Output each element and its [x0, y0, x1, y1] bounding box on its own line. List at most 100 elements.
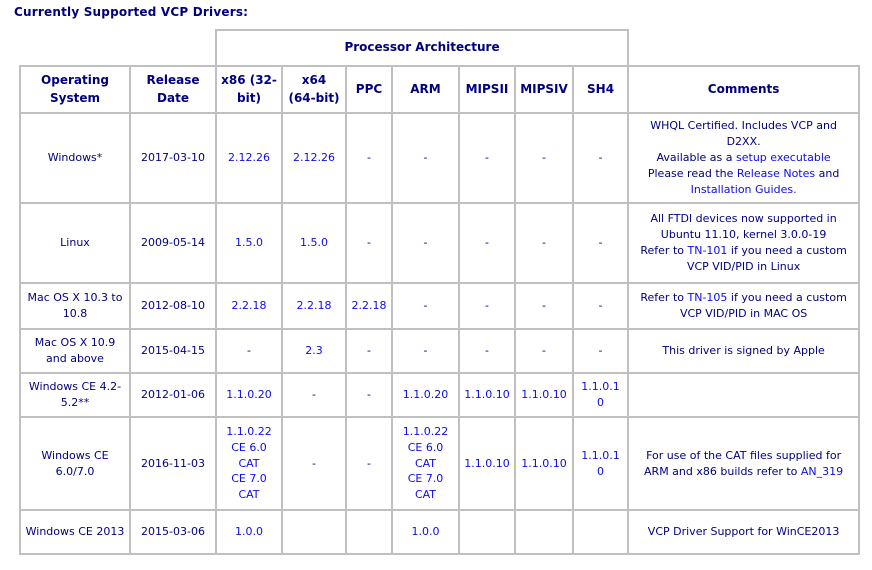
an-319-link[interactable]: AN_319 — [800, 464, 844, 478]
x64-version-link[interactable]: 2.12.26 — [293, 151, 335, 165]
setup-executable-link[interactable]: setup executable — [736, 151, 831, 165]
release-notes-link[interactable]: Release Notes — [736, 166, 816, 180]
cell-release-date: 2016-11-03 — [129, 416, 217, 511]
x86-version-link[interactable]: 1.0.0 — [235, 525, 263, 539]
x64-version-link[interactable]: 1.5.0 — [300, 236, 328, 250]
cell-x64: 2.3 — [281, 328, 347, 374]
tn-101-link[interactable]: TN-101 — [687, 244, 728, 257]
col-header-operating-system: Operating System — [19, 65, 131, 114]
cell-mipsii: - — [458, 328, 516, 374]
cell-arm: 1.0.0 — [391, 509, 460, 555]
x86-ce7-cat-link[interactable]: CE 7.0 CAT — [231, 472, 267, 502]
cell-release-date: 2009-05-14 — [129, 202, 217, 284]
mipsiv-version-link[interactable]: 1.1.0.10 — [521, 388, 567, 402]
col-header-comments: Comments — [627, 65, 861, 114]
sh4-version-link[interactable]: 1.1.0.10 — [581, 448, 620, 478]
col-header-mipsiv: MIPSIV — [514, 65, 574, 114]
cell-comments: For use of the CAT files supplied for AR… — [627, 416, 861, 511]
mipsii-version-link[interactable]: 1.1.0.10 — [464, 388, 510, 402]
arm-ce7-cat-link[interactable]: CE 7.0 CAT — [407, 472, 444, 502]
x86-version-link[interactable]: 2.12.26 — [228, 151, 270, 165]
sh4-version-link[interactable]: 1.1.0.10 — [581, 380, 620, 409]
installation-guides-link[interactable]: Installation Guides. — [690, 182, 797, 196]
page-title: Currently Supported VCP Drivers: — [14, 5, 249, 19]
cell-mipsii: - — [458, 282, 516, 330]
cell-mipsiv — [514, 509, 574, 555]
cell-operating-system: Windows CE 6.0/7.0 — [19, 416, 131, 511]
cell-arm: 1.1.0.20 — [391, 372, 460, 418]
x64-version-link[interactable]: 2.3 — [305, 344, 323, 358]
x86-version-link[interactable]: 1.1.0.20 — [226, 388, 272, 402]
tn-105-link[interactable]: TN-105 — [687, 291, 728, 305]
spacer-cell — [628, 30, 859, 66]
comment-text: if you need a custom VCP VID/PID in Linu… — [686, 244, 847, 273]
arm-version-link[interactable]: 1.1.0.20 — [402, 388, 449, 402]
cell-x86: - — [215, 328, 283, 374]
spacer-cell — [20, 30, 216, 66]
cell-x64: 1.5.0 — [281, 202, 347, 284]
cell-ppc: - — [345, 416, 393, 511]
table-row: Windows CE 4.2-5.2** 2012-01-06 1.1.0.20… — [19, 372, 861, 418]
x86-version-link[interactable]: 1.1.0.22 — [226, 424, 272, 438]
x86-version-link[interactable]: 1.5.0 — [235, 236, 263, 250]
cell-sh4: - — [571, 112, 630, 204]
comment-text: Refer to — [640, 291, 688, 305]
x86-ce6-cat-link[interactable]: CE 6.0 CAT — [231, 440, 267, 470]
mipsiv-version-link[interactable]: 1.1.0.10 — [521, 456, 567, 470]
arm-version-link[interactable]: 1.1.0.22 — [402, 424, 449, 438]
table-row: Linux 2009-05-14 1.5.0 1.5.0 - - - - - A… — [19, 202, 861, 284]
cell-x64: - — [281, 372, 347, 418]
cell-x86: 1.0.0 — [215, 509, 283, 555]
table-row: Mac OS X 10.9 and above 2015-04-15 - 2.3… — [19, 328, 861, 374]
processor-architecture-header: Processor Architecture — [214, 29, 630, 67]
comment-text: and — [815, 166, 840, 180]
comment-text: VCP Driver Support for WinCE2013 — [647, 525, 840, 539]
cell-x64: - — [281, 416, 347, 511]
cell-release-date: 2012-01-06 — [129, 372, 217, 418]
cell-sh4: - — [571, 328, 630, 374]
vcp-drivers-table: Processor Architecture Operating System … — [19, 29, 861, 555]
col-header-arm: ARM — [391, 65, 460, 114]
arm-ce6-cat-link[interactable]: CE 6.0 CAT — [407, 440, 444, 470]
arm-version-link[interactable]: 1.0.0 — [411, 525, 440, 539]
mipsii-version-link[interactable]: 1.1.0.10 — [464, 456, 510, 470]
x86-version-link[interactable]: 2.2.18 — [231, 299, 267, 313]
cell-operating-system: Windows CE 2013 — [19, 509, 131, 555]
cell-x86: 1.5.0 — [215, 202, 283, 284]
cell-comments — [627, 372, 861, 418]
cell-mipsiv: 1.1.0.10 — [514, 416, 574, 511]
comment-text: if you need a custom VCP VID/PID in MAC … — [679, 291, 847, 320]
ppc-version-link[interactable]: 2.2.18 — [351, 299, 387, 313]
cell-arm: - — [391, 282, 460, 330]
table-row: Windows CE 6.0/7.0 2016-11-03 1.1.0.22 C… — [19, 416, 861, 511]
comment-text: Please read the — [647, 166, 737, 180]
table-row: Windows CE 2013 2015-03-06 1.0.0 1.0.0 V… — [19, 509, 861, 555]
cell-mipsiv: - — [514, 328, 574, 374]
comment-text: WHQL Certified. Includes VCP and D2XX. — [650, 119, 837, 149]
comment-text: Available as a — [656, 151, 737, 165]
cell-mipsiv: - — [514, 112, 574, 204]
cell-ppc: - — [345, 372, 393, 418]
cell-arm: - — [391, 202, 460, 284]
cell-comments: Refer to TN-105 if you need a custom VCP… — [627, 282, 861, 330]
comment-text: For use of the CAT files supplied for AR… — [644, 448, 842, 478]
cell-mipsii: - — [458, 112, 516, 204]
cell-ppc: - — [345, 202, 393, 284]
cell-ppc: - — [345, 112, 393, 204]
cell-mipsiv: - — [514, 202, 574, 284]
cell-x64 — [281, 509, 347, 555]
cell-comments: WHQL Certified. Includes VCP and D2XX. A… — [627, 112, 861, 204]
cell-comments: VCP Driver Support for WinCE2013 — [627, 509, 861, 555]
cell-mipsii: 1.1.0.10 — [458, 372, 516, 418]
cell-release-date: 2015-03-06 — [129, 509, 217, 555]
cell-mipsii: - — [458, 202, 516, 284]
x64-version-link[interactable]: 2.2.18 — [296, 299, 332, 313]
cell-release-date: 2017-03-10 — [129, 112, 217, 204]
page: Currently Supported VCP Drivers: Process… — [14, 5, 861, 555]
cell-operating-system: Mac OS X 10.3 to 10.8 — [19, 282, 131, 330]
cell-sh4 — [571, 509, 630, 555]
col-header-mipsii: MIPSII — [458, 65, 516, 114]
col-header-sh4: SH4 — [571, 65, 630, 114]
cell-operating-system: Windows* — [19, 112, 131, 204]
cell-x86: 2.2.18 — [215, 282, 283, 330]
